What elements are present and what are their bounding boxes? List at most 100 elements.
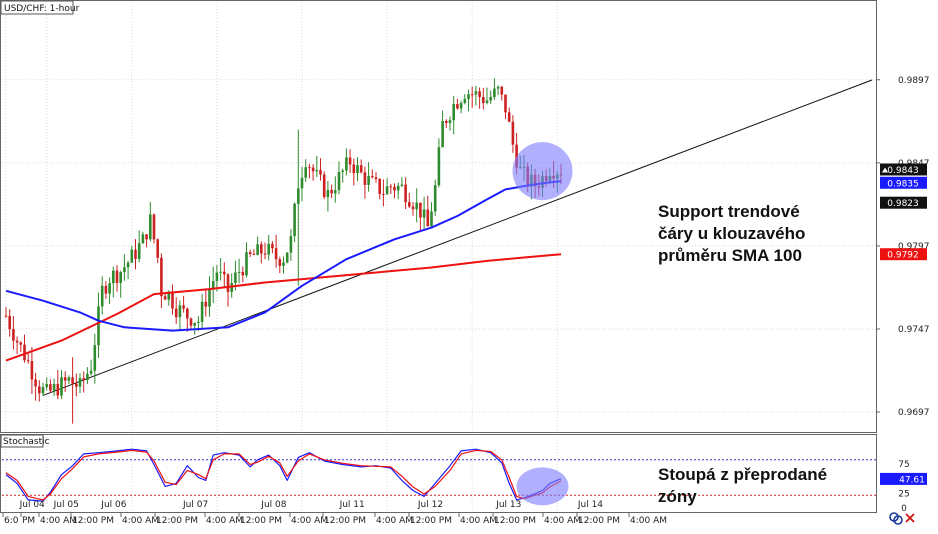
stochastic-tick-label: 25 [898,489,909,499]
candle-body [426,209,430,227]
candle-body [267,243,270,255]
candle-body [389,186,393,188]
candle-body [371,176,374,178]
date-label: Jul 13 [495,500,521,510]
candle-body [248,252,252,255]
close-icon[interactable] [905,513,915,523]
candle-body [511,121,515,145]
candle-body [15,340,19,343]
candle-body [211,281,215,290]
sync-icon[interactable] [889,512,903,525]
candle-body [433,185,437,212]
candle-body [478,91,481,98]
svg-text:průměru SMA 100: průměru SMA 100 [658,246,802,265]
time-label: 6:0 [4,516,19,526]
price-badge-label: 0.9823 [887,199,919,209]
time-label: 4:00 AM [40,516,77,526]
up-arrow-icon [882,167,888,173]
time-label: PM [22,516,35,526]
price-badge-label: 0.9792 [887,251,919,261]
candle-body [34,379,37,387]
candle-body [115,270,119,283]
candle-body [493,88,496,97]
candle-body [174,308,178,318]
candle-body [359,165,363,173]
time-label: 4:00 AM [376,516,413,526]
candle-body [26,360,30,362]
candle-body [507,112,511,122]
candle-body [315,170,319,172]
highlight-circle-stochastic [516,467,569,506]
candle-body [452,104,455,121]
annotation-support: Support trendové čáry u klouzavého průmě… [658,202,805,265]
stochastic-tick-label: 0 [901,504,907,514]
candle-body [356,165,359,174]
candle-body [130,249,134,263]
candle-body [30,361,34,380]
candle-body [474,91,478,95]
candle-body [234,272,237,284]
price-tick-label: 0.9897 [898,76,930,86]
date-label: Jul 04 [19,500,45,510]
candle-body [89,370,93,374]
candle-body [49,384,52,391]
time-label: 4:00 AM [206,516,243,526]
candle-body [282,262,285,266]
candle-body [104,285,108,294]
candle-body [226,274,230,292]
svg-text:Support trendové: Support trendové [658,202,800,221]
annotation-stochastic-line-2: zóny [658,487,697,506]
time-label: 12:00 PM [240,516,282,526]
candle-body [470,94,474,96]
stochastic-badge [880,472,927,485]
highlight-circles [512,142,573,506]
candle-body [278,259,282,266]
candle-body [345,157,348,171]
price-badge [880,163,927,176]
main-title-box: USD/CHF: 1-hour [0,0,80,15]
candle-body [367,176,370,185]
time-label: 4:00 AM [291,516,328,526]
candle-body [23,344,26,361]
price-badge [880,176,927,189]
candle-body [171,291,174,309]
date-label: Jul 08 [260,500,286,510]
date-label: Jul 07 [182,500,208,510]
time-label: 12:00 PM [324,516,366,526]
candle-body [245,252,248,276]
time-label: 4:00 AM [630,516,667,526]
candle-body [404,184,407,203]
candle-body [256,244,259,255]
candle-body [419,202,422,218]
svg-text:Stoupá z přeprodané: Stoupá z přeprodané [658,465,827,484]
candle-body [182,305,185,309]
candle-body [489,96,492,101]
svg-text:zóny: zóny [658,487,697,506]
candle-body [119,272,122,283]
candle-body [382,193,385,195]
candle-body [496,86,500,89]
candle-body [352,164,356,174]
candle-body [86,373,89,381]
stochastic-title-box: Stochastic [0,434,50,448]
annotation-support-line-2: čáry u klouzavého [658,224,805,243]
price-tick-label: 0.9697 [898,408,930,418]
price-tick-label: 0.9797 [898,242,930,252]
candle-body [374,177,378,179]
moving-averages [5,180,562,362]
annotation-support-line-1: Support trendové [658,202,800,221]
candle-body [437,147,441,186]
candle-body [100,285,104,307]
candle-body [263,253,267,255]
candle-body [223,271,226,275]
candle-body [411,206,415,210]
candle-body [311,167,315,172]
candle-body [348,157,352,165]
price-badge [880,196,927,209]
candle-body [330,189,333,194]
candle-body [219,271,222,273]
candle-body [200,301,204,322]
candle-body [178,305,182,318]
candle-body [63,377,67,381]
candle-body [41,387,45,394]
